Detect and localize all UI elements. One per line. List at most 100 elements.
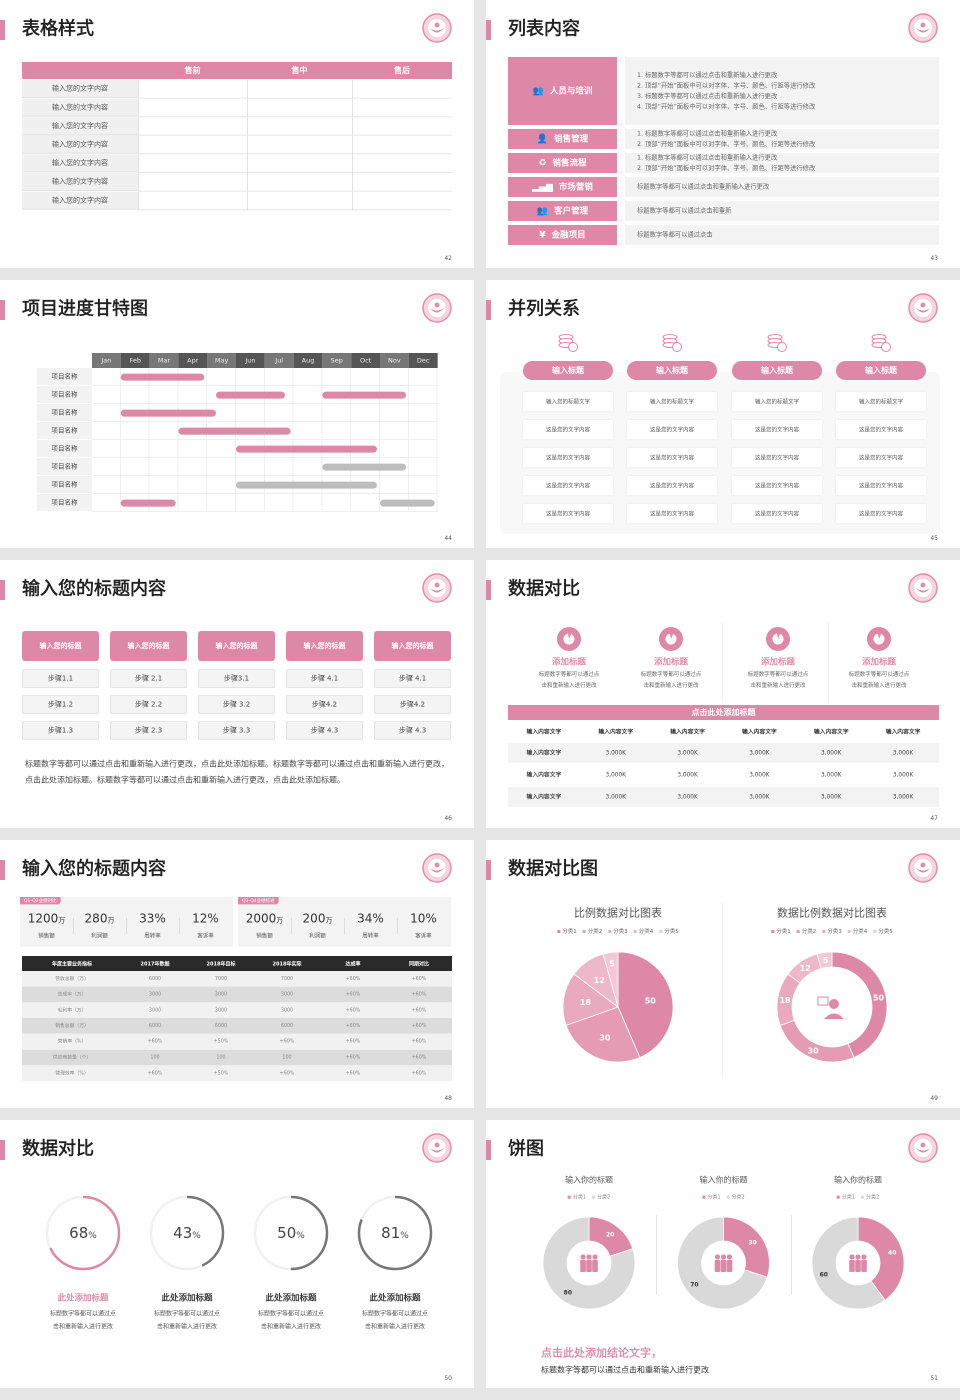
step-heading[interactable]: 输入您的标题 [22,631,99,661]
gantt-bar[interactable] [322,463,406,471]
table-cell[interactable] [247,135,352,155]
table-cell[interactable] [138,135,247,155]
table-row [508,743,939,763]
pie-glyph [772,633,784,645]
table-cell: 3,000K [892,771,914,779]
logo-icon [908,853,938,883]
column-heading-pill[interactable]: 输入标题 [627,361,717,380]
list-line: 1. 标题数字等都可以通过点击和重新输入进行更改 [637,153,778,162]
kpi-value: 1200 万 [20,911,73,926]
slide-kpi: 输入您的标题内容 Q1-Q2业绩对比 1200 万销售额 280 万利润额 33% 周转率 12… [0,840,474,1108]
gantt-task-label: 项目名称 [37,404,92,422]
table-cell[interactable] [138,80,247,99]
step-box[interactable]: 步骤 3.3 [198,721,275,740]
team-icon-head [580,1254,586,1260]
table-cell: 3,000K [605,749,626,757]
table-cell[interactable] [352,191,452,211]
table-cell[interactable] [247,98,352,118]
team-icon-body [580,1260,586,1272]
table-cell[interactable] [138,173,247,192]
column-heading-pill[interactable]: 输入标题 [523,361,613,380]
logo-swoosh [916,28,930,33]
step-box[interactable]: 步骤1.2 [22,695,99,714]
gantt-bar[interactable] [380,499,435,507]
list-category-3[interactable]: ♻ 销售流程 [508,153,617,173]
table-cell[interactable] [352,80,452,99]
table-cell: 3000 [280,1007,294,1013]
step-box[interactable]: 步骤 4.3 [374,721,451,740]
ring-unit: % [400,1230,409,1241]
step-box[interactable]: 步骤 4.1 [286,669,363,688]
table-cell: 3,000K [677,793,698,801]
table-cell[interactable] [247,80,352,99]
kpi-label: 利润额 [91,932,108,940]
table-cell[interactable] [352,135,452,155]
step-box[interactable]: 步骤 2.2 [110,695,187,714]
feature-desc: 标题数字等都可以通过点 [747,671,809,678]
list-description: 1. 标题数字等都可以通过点击和重新输入进行更改 2. 顶部“开始”面板中可以对字… [625,57,939,125]
legend-swatch [726,1195,730,1199]
table-cell[interactable] [138,154,247,173]
table-cell[interactable] [352,98,452,118]
ring-heading: 此处添加标题 [57,1292,109,1303]
step-heading[interactable]: 输入您的标题 [374,631,451,661]
gantt-bar[interactable] [236,445,378,453]
step-heading[interactable]: 输入您的标题 [286,631,363,661]
table-cell[interactable] [247,173,352,192]
step-box[interactable]: 步骤 4.1 [374,669,451,688]
step-box[interactable]: 步骤1.3 [22,721,99,740]
list-category-4[interactable]: ▂▄▆ 市场营销 [508,177,617,197]
table-cell: 3000 [148,991,162,997]
column-heading-pill[interactable]: 输入标题 [732,361,822,380]
step-box[interactable]: 步骤4.2 [374,695,451,714]
gantt-bar[interactable] [322,391,406,399]
table-cell[interactable] [138,117,247,136]
step-box[interactable]: 步骤 2.1 [110,669,187,688]
table-cell[interactable] [247,191,352,211]
gantt-bar[interactable] [215,391,285,399]
step-box[interactable]: 步骤 3.2 [198,695,275,714]
gantt-bar[interactable] [120,373,205,381]
gantt-month-header: Oct [351,353,380,368]
table-row-label: 输入您的文字内容 [22,135,138,154]
table-cell: 输入内容文字 [526,749,562,757]
table-cell[interactable] [247,154,352,173]
step-heading[interactable]: 输入您的标题 [198,631,275,661]
logo-icon [422,13,452,43]
banner[interactable]: 点击此处添加标题 [508,705,939,720]
logo-dot [434,862,440,868]
column-heading-pill[interactable]: 输入标题 [836,361,926,380]
table-cell[interactable] [352,173,452,192]
slide-content: 👥 人员与培训 1. 标题数字等都可以通过点击和重新输入进行更改 2. 顶部“开始”面… [486,0,960,268]
step-box[interactable]: 步骤3.1 [198,669,275,688]
ring-desc: 标题数字等都可以通过点 [362,1309,428,1317]
gantt-bar[interactable] [120,499,176,507]
list-category-5[interactable]: 👥 客户管理 [508,201,617,221]
page-number: 42 [444,254,452,262]
step-box[interactable]: 步骤4.2 [286,695,363,714]
table-cell[interactable] [138,98,247,118]
list-line: 标题数字等都可以通过点击和重新 [637,207,732,215]
table-cell: 7000 [214,975,228,982]
list-category-2[interactable]: 👤 销售管理 [508,129,617,149]
list-category-1[interactable]: 👥 人员与培训 [508,57,617,125]
table-cell[interactable] [352,117,452,136]
slide-title: 数据对比图 [508,857,598,879]
step-box[interactable]: 步骤 4.3 [286,721,363,740]
pie-chart: 50 30 18 12 5 [562,951,674,1063]
list-category-6[interactable]: ¥ 金融项目 [508,225,617,245]
table-cell[interactable] [352,154,452,173]
gantt-bar[interactable] [178,427,291,435]
slide-steps: 输入您的标题内容 输入您的标题 步骤1.1 步骤1.2 步骤1.3 输入您的标题 步骤 2.… [0,560,474,828]
legend-label: 分类1 [572,1194,586,1200]
gantt-bar[interactable] [236,481,378,489]
table-cell[interactable] [138,191,247,211]
step-heading[interactable]: 输入您的标题 [110,631,187,661]
step-box[interactable]: 步骤1.1 [22,669,99,688]
table-cell[interactable] [247,117,352,136]
step-box[interactable]: 步骤 2.3 [110,721,187,740]
slide-donuts: 饼图 输入你的标题 分类1 分类2 20 80 输入你的标题 分类1 分类2 30 70 输入你的标题… [486,1120,960,1388]
table-cell: +50% [213,1070,229,1076]
gantt-bar[interactable] [120,409,216,417]
gantt-month-header: Sep [322,353,352,368]
